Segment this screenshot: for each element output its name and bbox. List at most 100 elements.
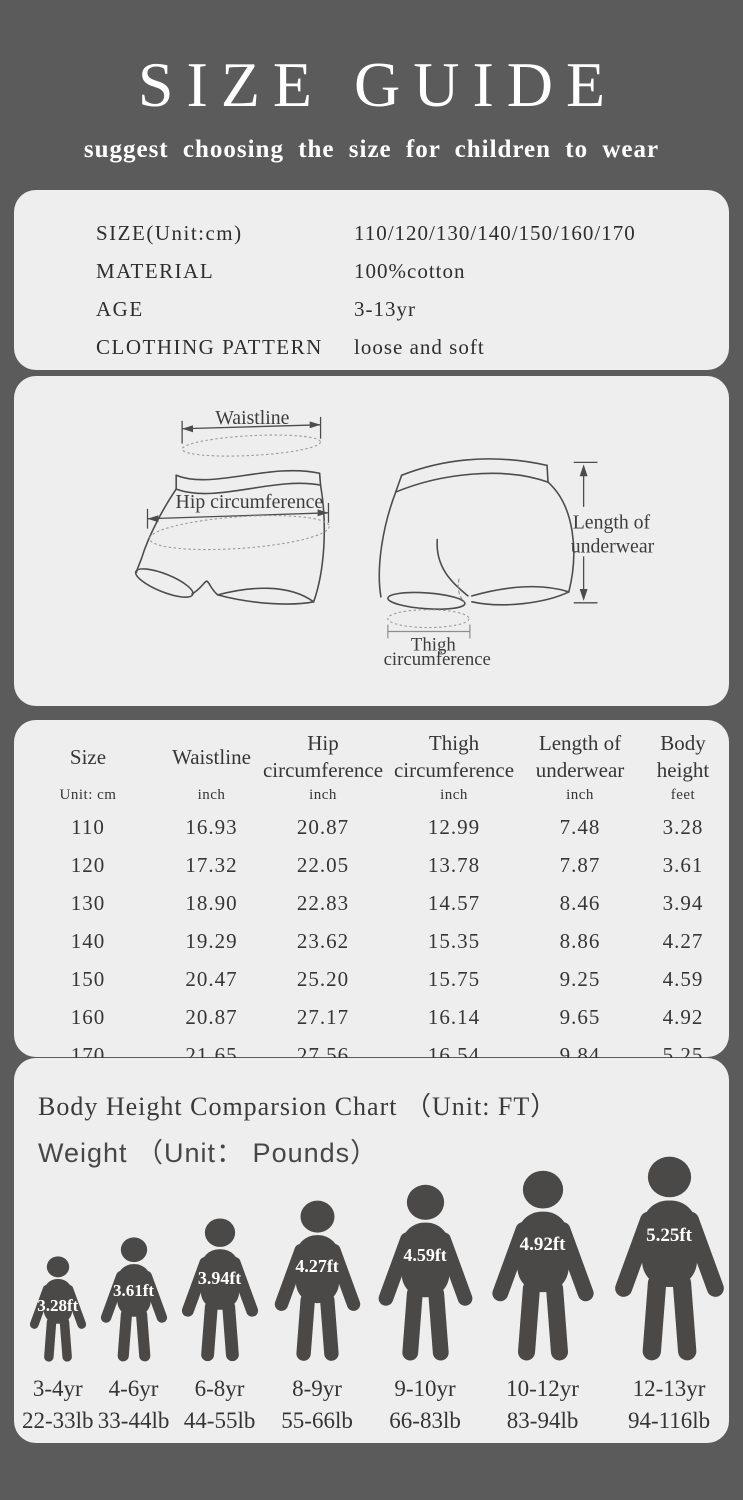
info-row: SIZE(Unit:cm) 110/120/130/140/150/160/17… (14, 214, 729, 252)
info-panel: SIZE(Unit:cm) 110/120/130/140/150/160/17… (14, 190, 729, 371)
table-cell: 18.90 (185, 891, 238, 916)
table-cell: 12.99 (427, 815, 481, 840)
age-label: 3-4yr (32, 1376, 83, 1402)
table-cell: 150 (70, 967, 106, 992)
waistline-label: Waistline (215, 407, 289, 429)
figure-column: 3.94ft 6-8yr 44-55lb (174, 1218, 266, 1432)
weight-label: 94-116lb (627, 1408, 711, 1434)
table-header-cell: Body height (656, 731, 710, 782)
table-cell: 17.32 (185, 853, 238, 878)
table-cell: 160 (70, 1005, 106, 1030)
height-label: 4.27ft (295, 1255, 339, 1276)
info-row: MATERIAL 100%cotton (14, 252, 729, 290)
height-label: 3.94ft (197, 1267, 242, 1288)
table-cell: 120 (70, 853, 106, 878)
height-label: 5.25ft (646, 1224, 693, 1246)
hip-dimension-arrow (146, 503, 330, 530)
table-row: 160 20.87 27.17 16.14 9.65 4.92 (14, 999, 729, 1037)
info-rows: SIZE(Unit:cm) 110/120/130/140/150/160/17… (14, 190, 729, 366)
header: SIZE GUIDE suggest choosing the size for… (0, 0, 743, 164)
thigh-ellipse (387, 609, 470, 629)
info-label: AGE (96, 296, 144, 321)
info-label: SIZE(Unit:cm) (96, 220, 243, 245)
table-header-cell: Size (69, 744, 107, 769)
unit-cell: inch (566, 786, 594, 803)
comparison-chart-panel: Body Height Comparsion Chart （Unit: FT） … (14, 1058, 729, 1444)
person-icon (482, 1170, 604, 1363)
diagram-panel: Waistline Hip cir (14, 376, 729, 707)
size-table-panel: Size Waistline Hip circumference Thigh c… (14, 720, 729, 1067)
table-cell: 27.17 (296, 1005, 350, 1030)
table-header-row: Size Waistline Hip circumference Thigh c… (14, 720, 729, 784)
figure: 5.25ft (604, 1156, 735, 1363)
table-cell: 4.92 (662, 1005, 704, 1030)
table-cell: 8.86 (559, 929, 601, 954)
size-table-body: 110 16.93 20.87 12.99 7.48 3.28 120 17.32 22.05 1… (14, 809, 729, 1075)
figure: 3.28ft (24, 1256, 92, 1363)
table-cell: 8.46 (559, 891, 601, 916)
weight-label: 33-44lb (97, 1408, 170, 1434)
height-label: 4.92ft (519, 1234, 566, 1256)
length-label-line1: Length of (573, 512, 651, 534)
table-cell: 7.87 (559, 853, 601, 878)
table-cell: 20.47 (185, 967, 238, 992)
info-value: 100%cotton (354, 258, 466, 283)
figure-column: 4.59ft 9-10yr 66-83lb (369, 1184, 482, 1432)
table-row: 140 19.29 23.62 15.35 8.86 4.27 (14, 923, 729, 961)
table-cell: 22.05 (296, 853, 350, 878)
thigh-label-line2: circumference (384, 650, 491, 671)
thigh-dimension-line (387, 624, 471, 639)
thigh-label-line1: Thigh (411, 635, 456, 656)
hip-circumference-label: Hip circumference (176, 491, 324, 513)
length-dimension-arrow (573, 462, 598, 604)
age-label: 4-6yr (108, 1376, 159, 1402)
table-cell: 3.28 (662, 815, 704, 840)
table-cell: 130 (70, 891, 106, 916)
unit-cell: feet (670, 786, 696, 803)
page-subtitle: suggest choosing the size for children t… (83, 136, 660, 164)
weight-label: 55-66lb (281, 1408, 353, 1434)
figure-column: 3.28ft 3-4yr 22-33lb (22, 1256, 94, 1432)
person-icon (266, 1200, 369, 1363)
figure: 4.59ft (369, 1184, 482, 1363)
person-icon (604, 1156, 735, 1363)
figure-column: 4.27ft 8-9yr 55-66lb (266, 1200, 369, 1432)
info-value: 3-13yr (354, 296, 416, 321)
table-cell: 3.94 (662, 891, 704, 916)
table-unit-row: Unit: cm inch inch inch inch feet (14, 784, 729, 809)
height-label: 3.61ft (113, 1281, 155, 1301)
table-cell: 13.78 (427, 853, 481, 878)
info-label: CLOTHING PATTERN (96, 334, 323, 359)
person-icon (369, 1184, 482, 1363)
age-label: 9-10yr (394, 1376, 456, 1402)
table-header-cell: Thigh circumference (393, 731, 515, 782)
height-label: 4.59ft (403, 1245, 447, 1266)
table-header-cell: Waistline (172, 744, 251, 769)
figure-column: 4.92ft 10-12yr 83-94lb (482, 1170, 604, 1432)
table-row: 110 16.93 20.87 12.99 7.48 3.28 (14, 809, 729, 847)
info-row: AGE 3-13yr (14, 290, 729, 328)
shorts-measurement-diagram: Waistline Hip cir (134, 407, 655, 671)
info-row: CLOTHING PATTERN loose and soft (14, 328, 729, 366)
figure: 4.92ft (482, 1170, 604, 1363)
unit-cell: Unit: cm (59, 786, 117, 803)
table-cell: 140 (70, 929, 106, 954)
figure-column: 3.61ft 4-6yr 33-44lb (94, 1237, 174, 1432)
figure: 4.27ft (266, 1200, 369, 1363)
info-value: 110/120/130/140/150/160/170 (354, 220, 636, 245)
figures-row: 3.28ft 3-4yr 22-33lb 3.61ft 4-6yr 33-44l… (14, 1156, 729, 1432)
weight-label: 44-55lb (183, 1408, 256, 1434)
unit-cell: inch (309, 786, 337, 803)
table-cell: 22.83 (296, 891, 350, 916)
table-row: 150 20.47 25.20 15.75 9.25 4.59 (14, 961, 729, 999)
table-cell: 3.61 (662, 853, 704, 878)
table-cell: 20.87 (296, 815, 350, 840)
table-cell: 23.62 (296, 929, 350, 954)
table-cell: 16.14 (427, 1005, 481, 1030)
table-cell: 15.35 (427, 929, 481, 954)
table-cell: 110 (71, 815, 105, 840)
table-cell: 19.29 (185, 929, 238, 954)
chart-subtitle: Weight （Unit： Pounds） (38, 1138, 379, 1169)
table-cell: 9.65 (559, 1005, 601, 1030)
figure-column: 5.25ft 12-13yr 94-116lb (604, 1156, 735, 1432)
